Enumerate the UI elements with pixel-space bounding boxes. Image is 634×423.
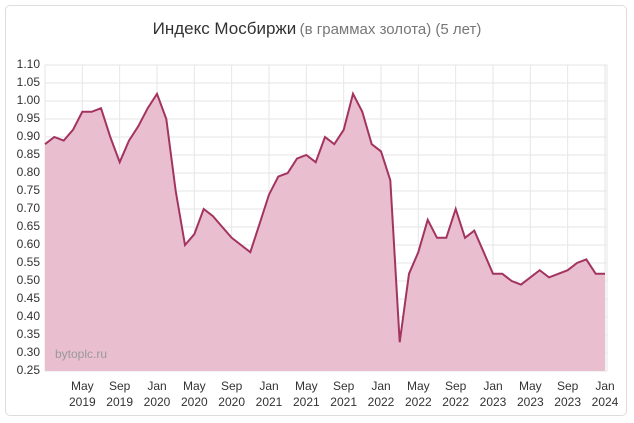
chart-title: Индекс Мосбиржи — [153, 19, 297, 38]
chart-subtitle: (в граммах золота) (5 лет) — [300, 21, 482, 38]
y-tick-label: 0.45 — [17, 291, 41, 305]
x-tick-label: Jan 2020 — [143, 379, 171, 409]
line — [44, 91, 605, 343]
chart-heading: Индекс Мосбиржи (в граммах золота) (5 ле… — [153, 19, 482, 38]
x-tick-label: Sep 2023 — [554, 379, 581, 409]
y-tick-label: 0.90 — [17, 129, 41, 143]
panel — [5, 5, 627, 416]
y-tick-label: 1.05 — [17, 75, 41, 89]
y-tick-label: 0.40 — [17, 309, 41, 323]
x-tick-label: May 2023 — [516, 379, 544, 409]
x-tick-label: Sep 2020 — [218, 379, 245, 409]
x-tick-label: May 2022 — [404, 379, 432, 409]
y-tick-label: 0.65 — [17, 219, 41, 233]
x-tick-label: May 2020 — [180, 379, 208, 409]
y-tick-label: 0.80 — [17, 165, 41, 179]
x-tick-label: Jan 2023 — [479, 379, 507, 409]
watermark: bytoplc.ru — [55, 347, 107, 361]
y-tick-label: 1.00 — [17, 93, 41, 107]
x-tick-label: May 2019 — [68, 379, 96, 409]
area-fill — [45, 93, 605, 372]
y-tick-label: 0.70 — [17, 201, 41, 215]
x-tick-label: Sep 2019 — [106, 379, 133, 409]
x-tick-label: Sep 2022 — [442, 379, 469, 409]
x-tick-label: May 2021 — [292, 379, 320, 409]
x-tick-label: Jan 2021 — [255, 379, 283, 409]
y-tick-label: 0.50 — [17, 273, 41, 287]
y-tick-label: 0.85 — [17, 147, 41, 161]
y-tick-label: 0.95 — [17, 111, 41, 125]
y-tick-label: 0.55 — [17, 255, 41, 269]
y-tick-label: 0.30 — [17, 345, 41, 359]
y-tick-label: 0.75 — [17, 183, 41, 197]
y-tick-label: 0.35 — [17, 327, 41, 341]
x-tick-label: Jan 2022 — [367, 379, 395, 409]
y-tick-label: 0.25 — [17, 363, 41, 377]
y-tick-label: 0.60 — [17, 237, 41, 251]
y-tick-label: 1.10 — [17, 57, 41, 71]
x-tick-label: Jan 2024 — [591, 379, 619, 409]
x-tick-label: Sep 2021 — [330, 379, 357, 409]
